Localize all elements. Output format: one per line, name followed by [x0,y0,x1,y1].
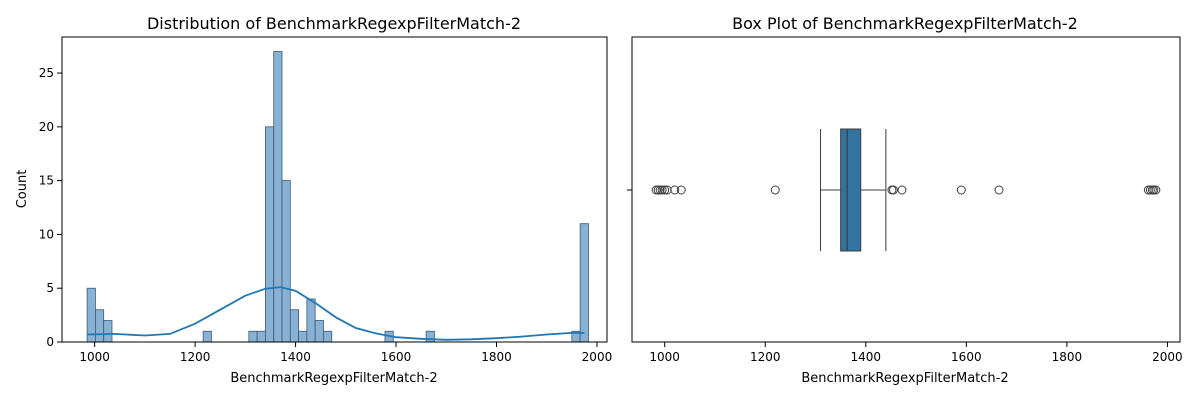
histogram-y-tick-label-25: 25 [39,66,54,80]
histogram-plot-frame [61,36,608,343]
histogram-y-axis-label: Count [15,170,30,209]
box-plot-outlier-6 [670,185,680,195]
box-plot-x-tick-label-1200: 1200 [750,350,781,364]
histogram-x-tick-label-1800: 1800 [481,350,512,364]
box-plot-outlier-11 [897,185,907,195]
histogram-bar-6 [265,126,275,343]
histogram-bar-15 [425,330,435,343]
histogram-y-tick-label-15: 15 [39,174,54,188]
box-plot-outlier-18 [1151,185,1161,195]
histogram-y-tick-label-0: 0 [46,335,54,349]
box-plot-outlier-8 [770,185,780,195]
box-plot-iqr-box [840,128,862,252]
box-plot-outlier-10 [888,185,898,195]
box-plot-outlier-7 [676,185,686,195]
histogram-x-tick-label-2000: 2000 [582,350,613,364]
histogram-x-tick-label-1000: 1000 [79,350,110,364]
box-plot-x-tick-label-1400: 1400 [851,350,882,364]
histogram-x-axis-label: BenchmarkRegexpFilterMatch-2 [230,371,437,386]
box-plot-x-axis-label: BenchmarkRegexpFilterMatch-2 [801,371,1008,386]
box-plot-x-tick-label-1600: 1600 [951,350,982,364]
histogram-bar-4 [248,330,258,343]
histogram-bar-8 [281,180,291,343]
histogram-y-tick-label-20: 20 [39,120,54,134]
histogram-bar-5 [256,330,266,343]
box-plot-chart: Box Plot of BenchmarkRegexpFilterMatch-2… [627,14,1183,386]
histogram-bar-13 [323,330,333,343]
histogram-title: Distribution of BenchmarkRegexpFilterMat… [147,14,521,33]
histogram-bar-7 [273,51,283,343]
histogram-x-tick-label-1200: 1200 [180,350,211,364]
histogram-y-ticks: 0 5 10 15 20 25 [39,66,62,349]
histogram-bar-1 [95,309,105,343]
box-plot-x-ticks: 1000 1200 1400 1600 1800 2000 [649,342,1183,364]
histogram-y-tick-label-5: 5 [46,281,54,295]
histogram-bars [86,51,589,343]
histogram-y-tick-label-10: 10 [39,227,54,241]
histogram-bar-11 [306,298,316,343]
histogram-x-tick-label-1400: 1400 [280,350,311,364]
histogram-x-ticks: 1000 1200 1400 1600 1800 2000 [79,342,612,364]
kde-curve [87,286,585,341]
box-plot-outlier-12 [956,185,966,195]
box-plot-elements [651,128,1161,252]
box-plot-x-tick-label-2000: 2000 [1152,350,1183,364]
histogram-bar-12 [314,320,324,343]
box-plot-outlier-4 [660,185,670,195]
histogram-bar-17 [579,223,589,343]
histogram-bar-10 [298,330,308,343]
histogram-bar-3 [202,330,212,343]
histogram-x-tick-label-1600: 1600 [381,350,412,364]
histogram-chart: Distribution of BenchmarkRegexpFilterMat… [15,14,612,386]
histogram-bar-9 [289,309,299,343]
box-plot-x-tick-label-1000: 1000 [649,350,680,364]
histogram-bar-2 [103,320,113,343]
box-plot-outlier-3 [657,185,667,195]
box-plot-x-tick-label-1800: 1800 [1052,350,1083,364]
box-plot-outlier-13 [994,185,1004,195]
box-plot-title: Box Plot of BenchmarkRegexpFilterMatch-2 [732,14,1078,33]
